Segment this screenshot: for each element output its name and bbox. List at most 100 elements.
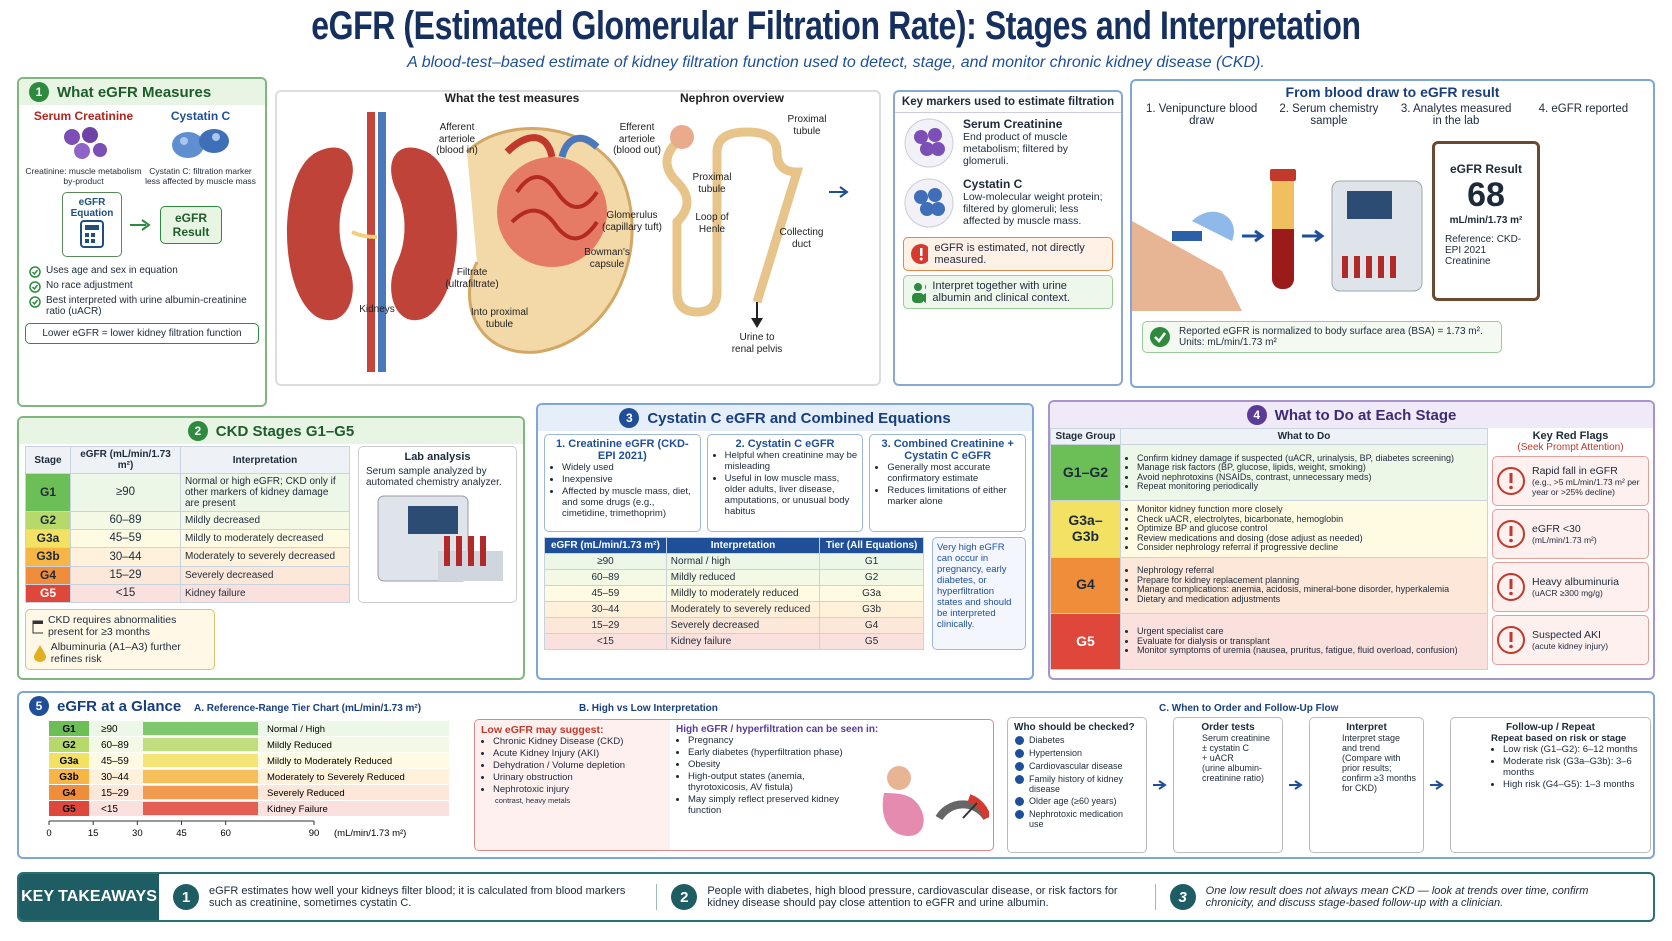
check-icon bbox=[29, 281, 41, 293]
lab-box: Lab analysis Serum sample analyzed by au… bbox=[358, 446, 517, 603]
equation-cards: 1. Creatinine eGFR (CKD-EPI 2021)Widely … bbox=[538, 431, 1032, 535]
flag-desc: (e.g., >5 mL/min/1.73 m² per year or >25… bbox=[1532, 477, 1640, 497]
who-dot bbox=[1015, 775, 1024, 784]
gauge-icon bbox=[882, 766, 989, 836]
hilo-title: B. High vs Low Interpretation bbox=[579, 703, 718, 714]
cell: G2 bbox=[25, 510, 71, 531]
red-flags: Key Red Flags (Seek Prompt Attention) Ra… bbox=[1488, 428, 1653, 670]
flag-icon bbox=[1497, 520, 1525, 548]
takeaway-number: 3 bbox=[1169, 884, 1196, 910]
flag-icon bbox=[1497, 467, 1525, 495]
cystatin-panel: 3 Cystatin C eGFR and Combined Equations … bbox=[536, 403, 1034, 680]
card-item: Generally most accurate confirmatory est… bbox=[887, 462, 1020, 484]
section-number: 1 bbox=[29, 82, 49, 102]
molecule bbox=[931, 202, 945, 216]
check-item: Best interpreted with urine albumin-crea… bbox=[29, 295, 255, 317]
markers-panel: Key markers used to estimate filtration … bbox=[893, 90, 1123, 386]
card-item: Inexpensive bbox=[562, 474, 695, 485]
stage-row: G3a 45–59 Mildly to moderately decreased bbox=[25, 529, 350, 549]
graphic bbox=[198, 129, 229, 153]
cell: Moderately to severely decreased bbox=[180, 547, 350, 567]
section-title: CKD Stages G1–G5 bbox=[215, 422, 355, 440]
header-row: Stage eGFR (mL/min/1.73 m²) Interpretation bbox=[25, 446, 350, 474]
items-cell: Nephrology referralPrepare for kidney re… bbox=[1120, 556, 1488, 614]
measures-footer: Lower eGFR = lower kidney filtration fun… bbox=[25, 323, 259, 344]
proximal-top-label: Proximal tubule bbox=[787, 114, 827, 137]
card-unit: mL/min/1.73 m² bbox=[1449, 215, 1523, 226]
graphic bbox=[1154, 332, 1166, 343]
who-icon bbox=[1015, 775, 1024, 784]
cell: G4 bbox=[819, 617, 924, 634]
section-title: What eGFR Measures bbox=[57, 83, 212, 101]
tier-band bbox=[143, 770, 258, 783]
graphic bbox=[882, 793, 924, 836]
flag: Suspected AKI (acute kidney injury) bbox=[1492, 615, 1649, 665]
flag-dot bbox=[1509, 485, 1513, 490]
graphic bbox=[34, 644, 46, 662]
graphic bbox=[455, 536, 462, 566]
table-body: ≥90 Normal / high G1 60–89 Mildly reduced G2 4… bbox=[544, 553, 924, 650]
tier-band bbox=[143, 802, 258, 815]
list-item: + uACR bbox=[1202, 753, 1234, 763]
panel-header: 4 What to Do at Each Stage bbox=[1050, 402, 1653, 428]
high-col: High eGFR / hyperfiltration can be seen … bbox=[670, 720, 993, 850]
interpret-list: Interpret stage and trend (Compare with p… bbox=[1316, 733, 1417, 793]
arrow bbox=[130, 218, 151, 231]
flag-mark bbox=[1509, 526, 1513, 536]
flow-panel: From blood draw to eGFR result 1. Venipu… bbox=[1130, 79, 1655, 388]
graphic bbox=[73, 143, 90, 159]
cell: Mildly reduced bbox=[665, 569, 821, 586]
check-icon bbox=[29, 266, 41, 278]
alert-box: eGFR is estimated, not directly measured… bbox=[903, 237, 1113, 271]
note-text: Reported eGFR is normalized to body surf… bbox=[1179, 326, 1483, 348]
check-circle bbox=[29, 281, 41, 293]
range-label: 45–59 bbox=[101, 756, 129, 767]
tier-label: Mildly to Moderately Reduced bbox=[267, 756, 392, 767]
marker-icon bbox=[904, 178, 954, 228]
card-item: Affected by muscle mass, diet, and some … bbox=[562, 486, 695, 519]
cell: G5 bbox=[819, 633, 924, 650]
header-row: eGFR (mL/min/1.73 m²) Interpretation Tier … bbox=[544, 537, 924, 554]
cell: 30–44 bbox=[544, 601, 667, 618]
glomerulus-label: Glomerulus (capillary tuft) bbox=[601, 210, 662, 233]
header-cell: Stage Group bbox=[1050, 428, 1121, 445]
cell: 60–89 bbox=[544, 569, 667, 586]
graphic bbox=[912, 293, 924, 303]
card-value: 68 bbox=[1467, 176, 1505, 214]
graphic bbox=[751, 318, 763, 328]
tier-label: Kidney Failure bbox=[267, 804, 328, 815]
flag-desc: (mL/min/1.73 m²) bbox=[1532, 535, 1597, 545]
cell: G1 bbox=[819, 553, 924, 570]
x-tick-label: 60 bbox=[220, 828, 231, 839]
lab-text: Serum sample analyzed by automated chemi… bbox=[366, 466, 502, 488]
flag-desc: (acute kidney injury) bbox=[1532, 641, 1609, 651]
flag-title: Rapid fall in eGFR bbox=[1532, 465, 1618, 477]
list-item: Early diabetes (hyperfiltration phase) bbox=[688, 747, 866, 758]
graphic bbox=[1366, 256, 1372, 278]
cystatin-note: Cystatin C: filtration marker less affec… bbox=[145, 166, 256, 186]
tier-chart: G1 ≥90 Normal / High G2 60–89 Mildly Reduced G… bbox=[46, 721, 449, 839]
graphic bbox=[171, 132, 204, 158]
tier-table: eGFR (mL/min/1.73 m²) Interpretation Tier … bbox=[544, 537, 924, 650]
section-title: What to Do at Each Stage bbox=[1274, 406, 1457, 424]
who-icon bbox=[1015, 749, 1024, 758]
action-item: Confirm kidney damage if suspected (uACR… bbox=[1137, 453, 1483, 463]
measures-panel: 1 What eGFR Measures Serum Creatinine Cre… bbox=[17, 77, 267, 407]
who-icon bbox=[1015, 736, 1024, 745]
cell: ≥90 bbox=[70, 473, 181, 512]
equation-row: eGFR Equation eGFR Result bbox=[19, 192, 265, 257]
header-cell: Interpretation bbox=[180, 446, 350, 474]
cell: Mildly decreased bbox=[180, 510, 350, 531]
group-cell: G3a–G3b bbox=[1050, 500, 1121, 558]
cell: G3b bbox=[819, 601, 924, 618]
x-tick-label: 30 bbox=[132, 828, 143, 839]
panel-header: 3 Cystatin C eGFR and Combined Equations bbox=[538, 405, 1032, 431]
x-tick-label: 15 bbox=[88, 828, 99, 839]
list-item: Serum creatinine bbox=[1202, 733, 1271, 743]
checks: Uses age and sex in equation No race adju… bbox=[19, 257, 265, 317]
who-text: Nephrotoxic medication use bbox=[1029, 809, 1124, 829]
takeaway-items: 1 eGFR estimates how well your kidneys fi… bbox=[159, 884, 1653, 910]
follow-text: Repeat based on risk or stage bbox=[1491, 733, 1627, 744]
graphic bbox=[923, 293, 927, 303]
arrow bbox=[1430, 780, 1444, 790]
